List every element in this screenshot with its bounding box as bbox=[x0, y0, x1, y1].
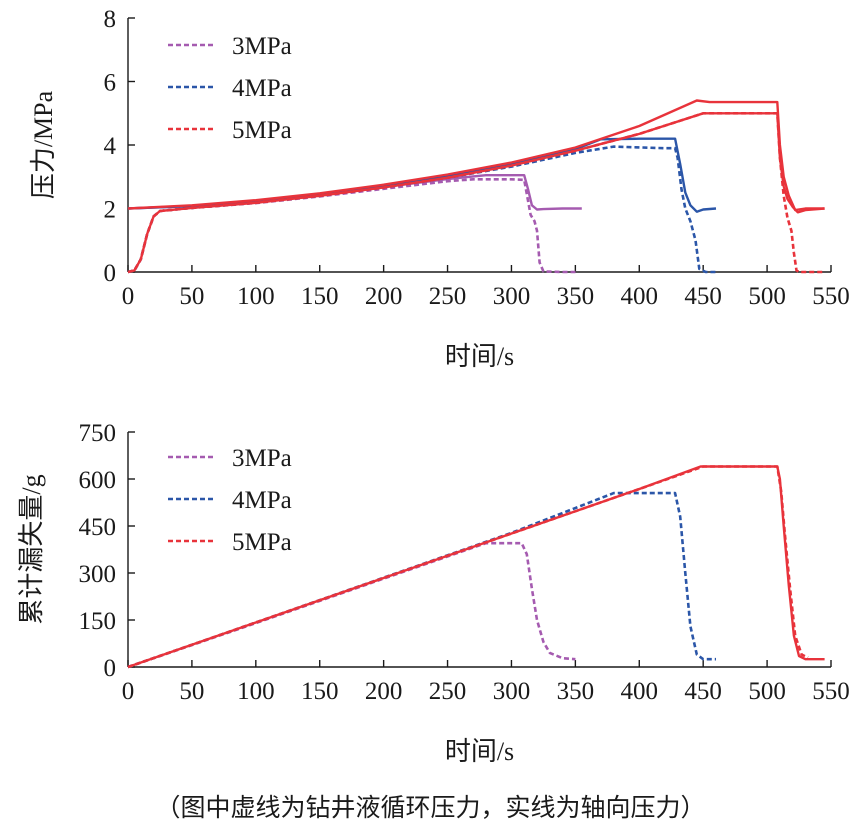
legend-label: 4MPa bbox=[232, 487, 292, 514]
x-tick-label: 300 bbox=[493, 283, 531, 310]
series-5MPa-dashed bbox=[127, 465, 809, 669]
x-tick-label: 500 bbox=[748, 283, 786, 310]
legend-label: 4MPa bbox=[232, 75, 292, 102]
series-3-solid bbox=[127, 465, 825, 669]
y-tick-label: 4 bbox=[104, 133, 117, 160]
x-tick-label: 150 bbox=[301, 678, 339, 705]
x-tick-label: 200 bbox=[365, 283, 403, 310]
x-tick-label: 400 bbox=[621, 678, 659, 705]
x-tick-label: 50 bbox=[179, 283, 204, 310]
chart-1: 0 50 100 150 200 250 300 350 400 450 500 550 0 2 4 6 8 时间… bbox=[29, 6, 850, 371]
y-tick-label: 750 bbox=[79, 420, 117, 447]
x-tick-label: 450 bbox=[684, 283, 722, 310]
y-tick-label: 0 bbox=[104, 260, 117, 287]
x-tick-label: 0 bbox=[122, 678, 135, 705]
x-tick-label: 550 bbox=[812, 678, 850, 705]
y-tick-label: 8 bbox=[104, 6, 117, 33]
y-tick-label: 0 bbox=[104, 655, 117, 682]
x-tick-label: 100 bbox=[237, 678, 275, 705]
series-4MPa-dashed bbox=[127, 145, 716, 274]
y-axis-label: 累计漏失量/g bbox=[17, 474, 46, 624]
x-tick-label: 50 bbox=[179, 678, 204, 705]
x-tick-label: 200 bbox=[365, 678, 403, 705]
x-tick-label: 300 bbox=[493, 678, 531, 705]
series-6-solid bbox=[127, 99, 825, 212]
x-tick-label: 550 bbox=[812, 283, 850, 310]
figure: 0 50 100 150 200 250 300 350 400 450 500 55002468时间… bbox=[17, 6, 850, 766]
y-tick-label: 2 bbox=[104, 197, 117, 224]
series-3-solid bbox=[127, 137, 717, 213]
x-tick-label: 150 bbox=[301, 283, 339, 310]
y-tick-label: 6 bbox=[104, 70, 117, 97]
y-tick-label: 600 bbox=[79, 467, 117, 494]
legend-label: 5MPa bbox=[232, 117, 292, 144]
x-tick-label: 450 bbox=[684, 678, 722, 705]
legend-label: 3MPa bbox=[232, 33, 292, 60]
legend-label: 5MPa bbox=[232, 529, 292, 556]
series-3MPa-dashed bbox=[127, 178, 578, 274]
series-3MPa-dashed bbox=[127, 541, 576, 669]
series-5-solid bbox=[127, 112, 825, 274]
x-tick-label: 350 bbox=[557, 283, 595, 310]
x-tick-label: 400 bbox=[621, 283, 659, 310]
x-tick-label: 100 bbox=[237, 283, 275, 310]
x-tick-label: 0 bbox=[122, 283, 135, 310]
x-tick-label: 350 bbox=[557, 678, 595, 705]
legend-label: 3MPa bbox=[232, 445, 292, 472]
figure-caption: （图中虚线为钻井液循环压力，实线为轴向压力） bbox=[155, 793, 706, 822]
x-tick-label: 500 bbox=[748, 678, 786, 705]
x-axis-label: 时间/s bbox=[445, 737, 514, 766]
y-axis-label: 压力/MPa bbox=[29, 90, 58, 199]
x-tick-label: 250 bbox=[429, 283, 467, 310]
x-tick-label: 250 bbox=[429, 678, 467, 705]
chart-2: 0 50 100 150 200 250 300 350 400 450 500 550 0 150 300… bbox=[17, 420, 850, 766]
y-tick-label: 300 bbox=[79, 561, 117, 588]
series-4MPa-dashed bbox=[127, 491, 716, 669]
x-axis-label: 时间/s bbox=[445, 342, 514, 371]
y-tick-label: 150 bbox=[79, 608, 117, 635]
y-tick-label: 450 bbox=[79, 514, 117, 541]
